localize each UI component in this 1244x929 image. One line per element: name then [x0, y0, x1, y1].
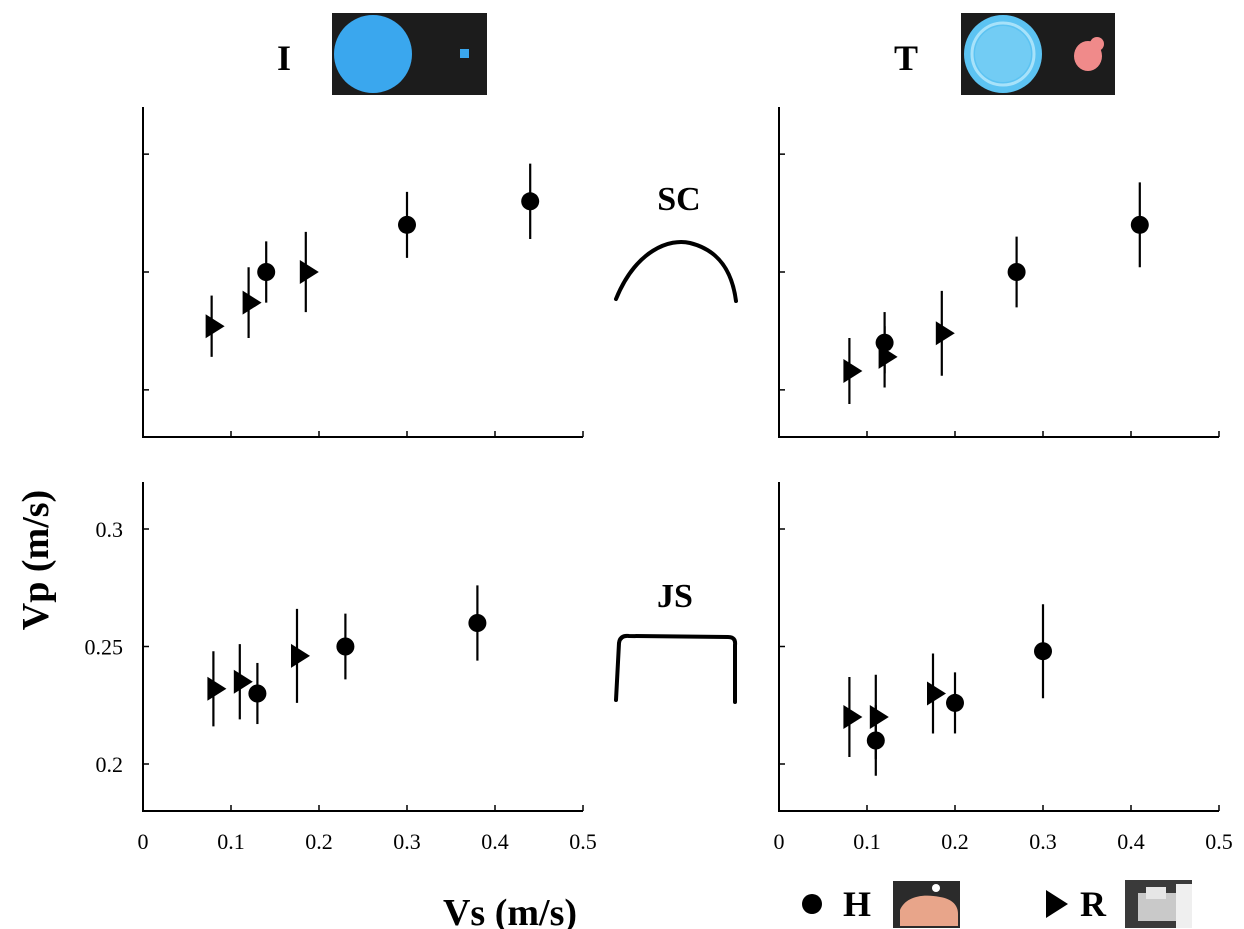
legend-human-label: H [843, 884, 871, 924]
y-tick-label: 0.3 [96, 517, 124, 542]
x-tick-label: 0.4 [1117, 829, 1145, 854]
x-tick-label: 0.1 [853, 829, 881, 854]
right-object-photo [961, 13, 1115, 95]
point-h [398, 215, 416, 234]
axes-i-js [142, 482, 583, 812]
panels: 0.20.250.30 0.1 0.2 0.3 0.4 0.5 0 0.1 0.2 0.3 0.4 0… [85, 107, 1233, 854]
point-h [468, 614, 487, 632]
legend-human-marker [802, 894, 822, 914]
axes-i-sc [142, 107, 583, 438]
x-tick-label: 0 [774, 829, 785, 854]
point-h [248, 684, 267, 703]
point-r [843, 705, 863, 729]
x-tick-label: 0.1 [217, 829, 245, 854]
point-h [946, 693, 964, 712]
point-r [242, 290, 262, 315]
point-r [205, 314, 225, 339]
x-tick-label: 0.3 [1029, 829, 1057, 854]
legend: H R [802, 880, 1192, 928]
point-h [1034, 642, 1052, 661]
js-shape-label: JS [657, 578, 693, 615]
right-object-title: T [894, 38, 918, 78]
point-h [1007, 263, 1026, 281]
x-tick-label: 0.5 [569, 829, 597, 854]
point-r [869, 705, 889, 729]
axes-t-sc [778, 107, 1219, 438]
panel-t-sc [778, 107, 1220, 438]
left-object-title: I [277, 38, 291, 78]
panel-t-js: 0 0.1 0.2 0.3 0.4 0.5 [774, 482, 1233, 854]
legend-robot-label: R [1080, 884, 1107, 924]
point-h [336, 637, 355, 656]
y-axis-label: Vp (m/s) [15, 490, 57, 630]
point-r [927, 681, 946, 706]
point-r [207, 676, 227, 701]
x-tick-label: 0 [138, 829, 149, 854]
x-tick-label: 0.2 [941, 829, 969, 854]
legend-robot-marker [1046, 890, 1068, 918]
sc-shape-label: SC [657, 181, 700, 218]
point-r [233, 669, 253, 694]
panel-i-js: 0.2 0.25 0.3 0 0.1 0.2 0.3 0.4 0.5 [85, 482, 597, 854]
x-tick-label: 0.3 [393, 829, 421, 854]
left-object-photo [332, 13, 487, 95]
axes-t-js [778, 482, 1219, 812]
point-r [843, 359, 863, 383]
robot-photo [1125, 880, 1192, 928]
x-tick-label: 0.2 [305, 829, 333, 854]
point-r [291, 643, 310, 668]
point-h [257, 263, 276, 281]
point-h [1130, 215, 1149, 234]
js-curve-icon [614, 633, 738, 704]
x-axis-label: Vs (m/s) [443, 892, 577, 929]
x-tick-label: 0.5 [1205, 829, 1233, 854]
y-tick-label: 0.25 [85, 635, 124, 660]
panel-i-sc [142, 107, 584, 438]
sc-curve-icon [614, 240, 738, 303]
y-tick-label: 0.2 [96, 752, 124, 777]
point-r [935, 321, 955, 346]
point-h [521, 192, 540, 211]
point-r [878, 344, 898, 369]
point-r [299, 260, 319, 284]
x-tick-label: 0.4 [481, 829, 509, 854]
hand-photo [893, 881, 960, 928]
